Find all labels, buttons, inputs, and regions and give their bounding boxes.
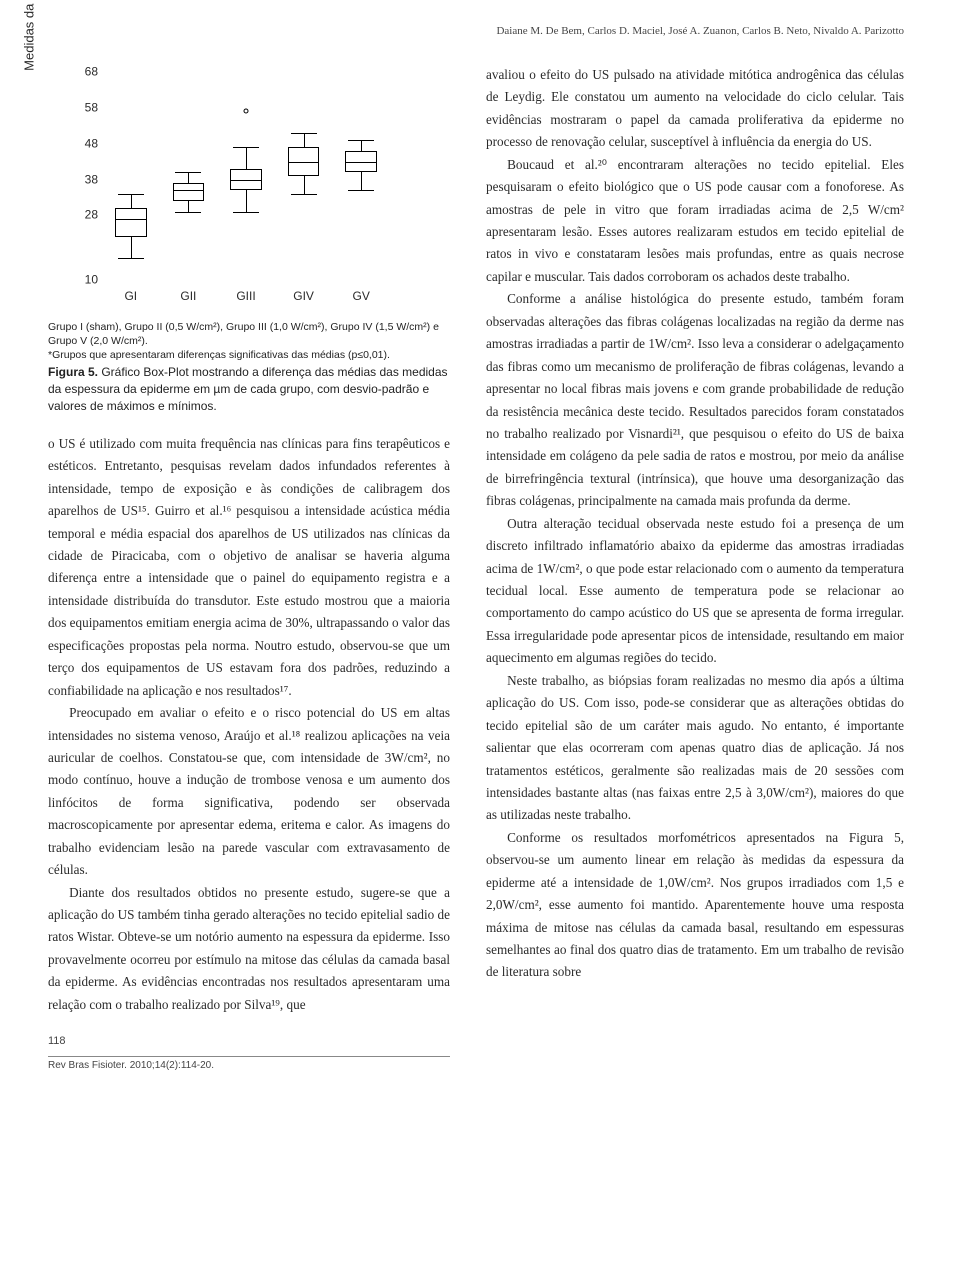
header-authors: Daiane M. De Bem, Carlos D. Maciel, José… (48, 24, 904, 40)
figure-5: Medidas da Espessura da Epiderme em µm 1… (48, 64, 450, 415)
right-body-text: avaliou o efeito do US pulsado na ativid… (486, 64, 904, 984)
y-tick: 58 (74, 99, 98, 116)
right-column: avaliou o efeito do US pulsado na ativid… (486, 64, 904, 1016)
paragraph: Conforme os resultados morfométricos apr… (486, 827, 904, 984)
paragraph: Neste trabalho, as biópsias foram realiz… (486, 670, 904, 827)
footer-rule (48, 1056, 450, 1057)
y-tick: 48 (74, 135, 98, 152)
box (173, 183, 205, 201)
y-axis: 102838485868 (86, 72, 100, 280)
paragraph: avaliou o efeito do US pulsado na ativid… (486, 64, 904, 154)
plot-area (102, 72, 390, 280)
figure-title: Figura 5. Gráfico Box-Plot mostrando a d… (48, 364, 450, 414)
x-tick: GV (353, 288, 370, 305)
paragraph: o US é utilizado com muita frequência na… (48, 433, 450, 702)
x-tick: GII (180, 288, 196, 305)
y-tick: 28 (74, 207, 98, 224)
boxplot-chart: Medidas da Espessura da Epiderme em µm 1… (58, 64, 394, 312)
paragraph: Outra alteração tecidual observada neste… (486, 513, 904, 670)
box (115, 208, 147, 237)
x-tick: GI (124, 288, 137, 305)
page-number: 118 (48, 1034, 904, 1050)
two-column-layout: Medidas da Espessura da Epiderme em µm 1… (48, 64, 904, 1016)
paragraph: Diante dos resultados obtidos no present… (48, 882, 450, 1017)
footer-citation: Rev Bras Fisioter. 2010;14(2):114-20. (48, 1059, 904, 1074)
x-tick: GIV (293, 288, 314, 305)
paragraph: Conforme a análise histológica do presen… (486, 288, 904, 512)
paragraph: Preocupado em avaliar o efeito e o risco… (48, 702, 450, 882)
y-axis-label: Medidas da Espessura da Epiderme em µm (21, 0, 40, 71)
left-body-text: o US é utilizado com muita frequência na… (48, 433, 450, 1016)
y-tick: 38 (74, 171, 98, 188)
figure-group-caption: Grupo I (sham), Grupo II (0,5 W/cm²), Gr… (48, 320, 450, 363)
paragraph: Boucaud et al.²⁰ encontraram alterações … (486, 154, 904, 289)
left-column: Medidas da Espessura da Epiderme em µm 1… (48, 64, 450, 1016)
x-tick: GIII (236, 288, 255, 305)
outlier (244, 109, 249, 114)
x-axis: GI GII GIII GIV GV (102, 288, 390, 306)
y-tick: 68 (74, 63, 98, 80)
y-tick: 10 (74, 271, 98, 288)
